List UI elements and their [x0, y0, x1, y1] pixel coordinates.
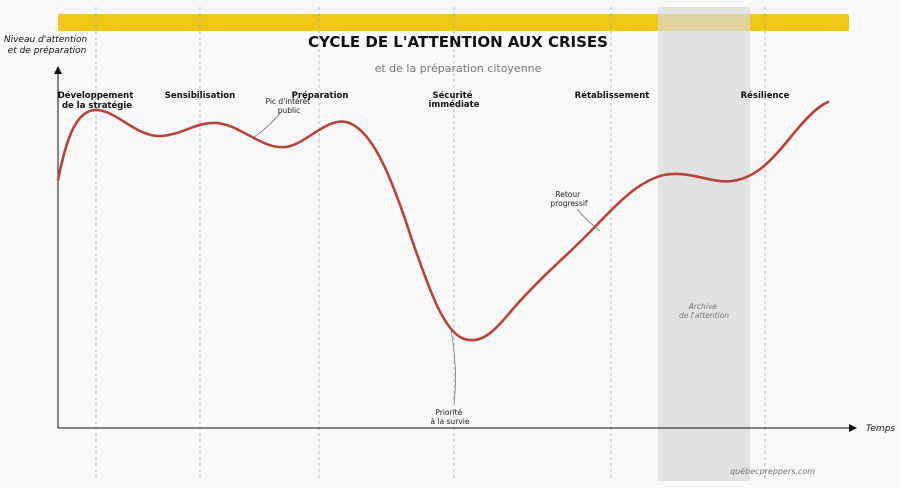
- phase-label-sensibilisation: Sensibilisation: [165, 91, 235, 101]
- annotation-line: public: [278, 106, 301, 115]
- credit-text: québecpreppers.com: [730, 466, 815, 476]
- phase-label-line: de la stratégie: [62, 100, 132, 111]
- phase-label-line: Résilience: [741, 90, 790, 101]
- attention-curve: [56, 100, 830, 342]
- annotation-line: Pic d'intérêt: [265, 97, 310, 106]
- annotation-line: à la survie: [431, 417, 470, 426]
- phase-label-line: Développement: [58, 90, 134, 101]
- annotation-retour-progressif: Retour progressif: [550, 190, 587, 208]
- annotation-line: progressif: [550, 199, 587, 208]
- y-axis-label: Niveau d'attention et de préparation: [4, 35, 90, 56]
- phase-label-preparation: Préparation: [292, 90, 349, 101]
- x-axis-label: Temps: [866, 424, 895, 434]
- phase-dividers: [95, 7, 766, 481]
- y-axis-label-line: et de préparation: [8, 45, 87, 56]
- phase-label-line: Rétablissement: [575, 90, 650, 101]
- diagram-title: CYCLE DE L'ATTENTION AUX CRISES: [308, 33, 608, 51]
- annotation-leader-retour: [576, 208, 601, 232]
- phase-label-line: immédiate: [429, 99, 480, 110]
- phase-label-line: Sécurité: [433, 90, 473, 101]
- archive-region-label: Archive de l'attention: [679, 302, 729, 320]
- diagram-subtitle: et de la préparation citoyenne: [375, 62, 542, 75]
- archive-region-label-line: Archive: [688, 302, 718, 311]
- title-banner: [58, 14, 849, 31]
- archive-region-label-line: de l'attention: [679, 311, 729, 320]
- phase-label-line: Préparation: [292, 90, 349, 101]
- y-axis-label-line: Niveau d'attention: [4, 35, 88, 45]
- annotation-line: Priorité: [435, 408, 462, 417]
- annotation-leader-priorite: [450, 329, 456, 405]
- phase-label-line: Sensibilisation: [165, 91, 235, 101]
- phase-label-developpement: Développement de la stratégie: [58, 90, 137, 111]
- annotation-leader-pic: [253, 111, 282, 138]
- annotation-pic-interet: Pic d'intérêt public: [265, 97, 312, 115]
- annotation-priorite-survie: Priorité à la survie: [431, 408, 470, 426]
- phase-label-securite: Sécurité immédiate: [429, 90, 480, 110]
- archive-shaded-region: [658, 7, 750, 481]
- phase-label-resilience: Résilience: [741, 90, 790, 101]
- annotation-line: Retour: [555, 190, 581, 199]
- phase-label-retablissement: Rétablissement: [575, 90, 650, 101]
